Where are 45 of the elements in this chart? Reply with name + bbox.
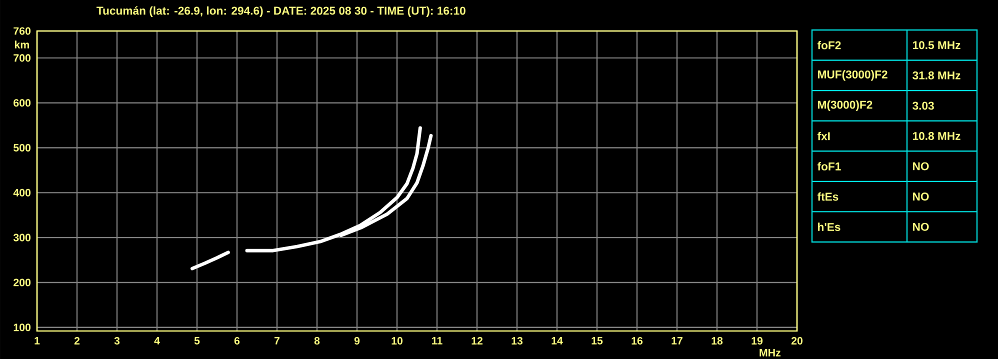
- text: 3.03: [912, 102, 934, 110]
- y-tick-label: 100: [14, 324, 31, 332]
- text: h'Es: [818, 222, 840, 231]
- y-tick-label: 600: [14, 99, 31, 107]
- text: 10.5 MHz: [912, 41, 960, 50]
- x-tick-label: 15: [592, 337, 603, 344]
- x-axis-title: MHz: [760, 349, 781, 356]
- y-tick-label: 700: [14, 54, 31, 62]
- text: 31.8 MHz: [912, 71, 960, 80]
- x-tick-label: 5: [194, 337, 200, 344]
- text: NO: [913, 222, 929, 231]
- x-tick-label: 1: [34, 337, 40, 344]
- x-tick-label: 14: [552, 337, 563, 344]
- x-tick-label: 3: [114, 337, 120, 345]
- x-tick-label: 8: [314, 337, 320, 345]
- y-tick-label: 200: [14, 278, 31, 286]
- x-tick-label: 17: [672, 337, 682, 344]
- text: ftEs: [817, 192, 838, 201]
- text: 10.8 MHz: [912, 132, 960, 140]
- y-axis-title: km: [14, 40, 29, 48]
- x-tick-label: 13: [512, 337, 523, 345]
- text: foF2: [817, 40, 841, 50]
- text: NO: [913, 162, 929, 170]
- x-tick-label: 19: [752, 337, 763, 345]
- text: fxI: [817, 132, 830, 140]
- y-tick-label: 300: [13, 234, 31, 242]
- x-tick-label: 20: [791, 337, 802, 345]
- text: NO: [913, 192, 929, 201]
- x-tick-label: 9: [354, 337, 360, 345]
- x-tick-label: 6: [234, 337, 240, 345]
- chart-title: Tucumán (lat: -26.9, lon: 294.6) - DATE: 2025 08 30 - TIME (UT): 16:10: [96, 6, 466, 17]
- y-tick-label: 500: [14, 144, 31, 152]
- y-tick-label: 400: [13, 188, 31, 196]
- x-tick-label: 7: [274, 337, 280, 344]
- x-tick-label: 12: [472, 337, 483, 344]
- x-tick-label: 11: [432, 337, 442, 344]
- x-tick-label: 4: [154, 337, 160, 344]
- y-tick-label: 760: [14, 27, 31, 35]
- x-tick-label: 18: [712, 337, 723, 345]
- text: MUF(3000)F2: [818, 70, 888, 81]
- x-tick-label: 2: [74, 337, 80, 344]
- text: foF1: [817, 162, 841, 170]
- text: M(3000)F2: [818, 100, 872, 111]
- x-tick-label: 16: [632, 337, 643, 345]
- x-tick-label: 10: [392, 337, 403, 345]
